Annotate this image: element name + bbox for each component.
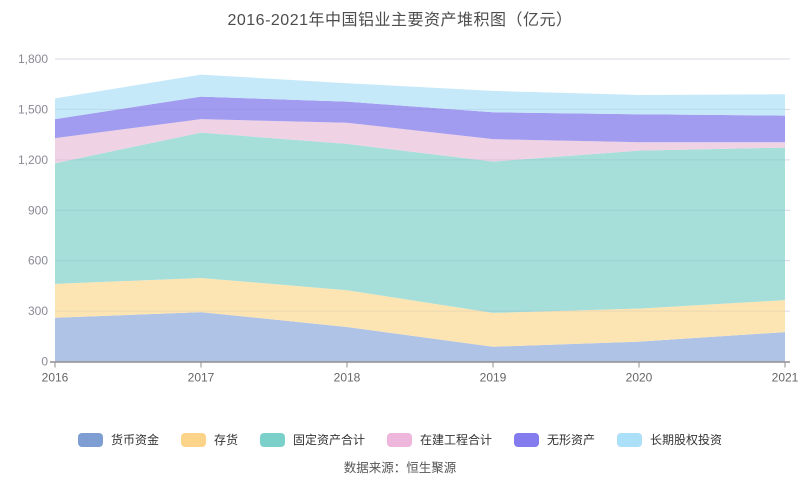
x-axis-tick-label: 2018 (334, 371, 361, 385)
y-axis-tick-label: 600 (28, 254, 48, 268)
legend-item-inventory[interactable]: 存货 (180, 431, 238, 448)
area-series-4[interactable] (55, 96, 785, 143)
legend-label: 在建工程合计 (420, 433, 493, 447)
area-series-5[interactable] (55, 74, 785, 120)
x-axis-tick-label: 2017 (188, 371, 215, 385)
legend-swatch-icon (77, 432, 103, 447)
y-axis-tick-label: 1,800 (18, 52, 48, 66)
legend: 货币资金 存货 固定资产合计 在建工程合计 无形资产 长期股权投资 (0, 431, 800, 448)
legend-label: 固定资产合计 (292, 433, 365, 447)
y-axis-tick-label: 300 (28, 304, 48, 318)
area-series-2[interactable] (55, 132, 785, 313)
stacked-area-chart: 2016 2017 2018 2019 2020 2021 0 300 600 900 1,200 1… (18, 52, 799, 385)
legend-item-construction-in-progress[interactable]: 在建工程合计 (387, 431, 492, 448)
legend-swatch-icon (387, 432, 412, 447)
legend-swatch-icon (259, 432, 285, 447)
legend-label: 无形资产 (547, 433, 596, 447)
chart-title: 2016-2021年中国铝业主要资产堆积图（亿元） (227, 12, 573, 29)
area-series-0[interactable] (55, 312, 785, 362)
legend-label: 存货 (213, 433, 238, 447)
legend-swatch-icon (514, 432, 540, 447)
x-axis-tick-label: 2021 (772, 371, 799, 385)
x-axis-tick-label: 2019 (480, 371, 507, 385)
x-axis-tick-label: 2020 (626, 371, 653, 385)
y-axis-tick-label: 900 (28, 203, 48, 217)
legend-swatch-icon (180, 432, 206, 447)
legend-item-monetary-funds[interactable]: 货币资金 (77, 431, 159, 448)
y-axis-tick-label: 1,500 (18, 102, 48, 116)
y-axis-tick-label: 0 (41, 355, 48, 369)
area-series-3[interactable] (55, 119, 785, 164)
legend-item-fixed-assets[interactable]: 固定资产合计 (259, 431, 365, 448)
data-source-caption: 数据来源：恒生聚源 (343, 461, 457, 475)
legend-item-long-term-equity[interactable]: 长期股权投资 (617, 431, 722, 448)
x-axis-tick-label: 2016 (42, 371, 69, 385)
area-series-1[interactable] (55, 277, 785, 347)
legend-label: 货币资金 (110, 433, 159, 447)
legend-swatch-icon (617, 432, 643, 447)
legend-label: 长期股权投资 (650, 433, 723, 447)
legend-item-intangible-assets[interactable]: 无形资产 (514, 431, 595, 448)
y-axis-tick-label: 1,200 (18, 153, 48, 167)
